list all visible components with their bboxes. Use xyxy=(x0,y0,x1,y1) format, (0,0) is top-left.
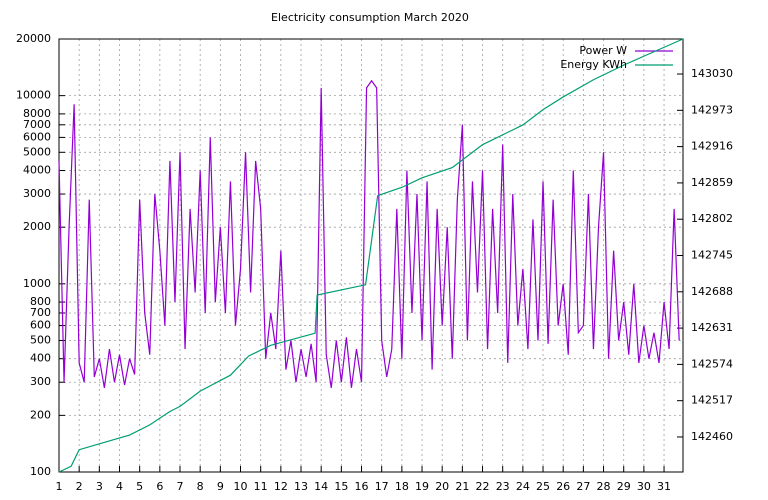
x-tick-label: 10 xyxy=(234,480,248,493)
x-tick-label: 30 xyxy=(637,480,651,493)
y-tick-label: 100 xyxy=(30,465,51,478)
y-tick-label: 700 xyxy=(30,306,51,319)
y-tick-label: 2000 xyxy=(23,220,51,233)
chart-title: Electricity consumption March 2020 xyxy=(271,11,469,24)
x-tick-label: 3 xyxy=(96,480,103,493)
legend-label: Power W xyxy=(579,44,627,57)
y2-tick-label: 142916 xyxy=(691,140,733,153)
x-tick-label: 8 xyxy=(197,480,204,493)
x-tick-label: 20 xyxy=(435,480,449,493)
x-tick-label: 17 xyxy=(375,480,389,493)
y2-tick-label: 142631 xyxy=(691,321,733,334)
y-tick-label: 400 xyxy=(30,352,51,365)
y-tick-label: 3000 xyxy=(23,187,51,200)
x-tick-label: 14 xyxy=(314,480,328,493)
y-tick-label: 600 xyxy=(30,319,51,332)
y-tick-label: 800 xyxy=(30,295,51,308)
x-tick-label: 4 xyxy=(116,480,123,493)
y-tick-label: 8000 xyxy=(23,107,51,120)
x-tick-label: 11 xyxy=(254,480,268,493)
x-tick-label: 2 xyxy=(76,480,83,493)
x-tick-label: 7 xyxy=(177,480,184,493)
x-tick-label: 23 xyxy=(496,480,510,493)
x-tick-label: 13 xyxy=(294,480,308,493)
x-tick-label: 22 xyxy=(476,480,490,493)
x-tick-label: 26 xyxy=(556,480,570,493)
plot-frame xyxy=(58,38,684,473)
x-tick-label: 15 xyxy=(334,480,348,493)
y-tick-label: 6000 xyxy=(23,130,51,143)
y2-tick-label: 142574 xyxy=(691,357,733,370)
y2-tick-label: 142688 xyxy=(691,285,733,298)
x-tick-label: 29 xyxy=(617,480,631,493)
y-tick-label: 7000 xyxy=(23,118,51,131)
y2-tick-label: 142859 xyxy=(691,176,733,189)
x-tick-label: 9 xyxy=(217,480,224,493)
x-tick-label: 27 xyxy=(576,480,590,493)
x-tick-label: 25 xyxy=(536,480,550,493)
series-line xyxy=(58,79,680,388)
y2-tick-label: 142745 xyxy=(691,249,733,262)
x-tick-label: 1 xyxy=(56,480,63,493)
y-tick-label: 500 xyxy=(30,333,51,346)
y2-tick-label: 142517 xyxy=(691,394,733,407)
x-tick-label: 21 xyxy=(455,480,469,493)
y2-tick-label: 143030 xyxy=(691,67,733,80)
y-tick-label: 4000 xyxy=(23,164,51,177)
legend-label: Energy KWh xyxy=(560,58,627,71)
y-tick-label: 20000 xyxy=(16,32,51,45)
y2-tick-label: 142973 xyxy=(691,103,733,116)
y-tick-label: 200 xyxy=(30,408,51,421)
x-tick-label: 16 xyxy=(355,480,369,493)
x-tick-label: 6 xyxy=(156,480,163,493)
x-tick-label: 18 xyxy=(395,480,409,493)
y2-tick-label: 142460 xyxy=(691,430,733,443)
y-tick-label: 10000 xyxy=(16,89,51,102)
x-tick-label: 12 xyxy=(274,480,288,493)
x-tick-label: 31 xyxy=(657,480,671,493)
x-tick-label: 19 xyxy=(415,480,429,493)
x-tick-label: 5 xyxy=(136,480,143,493)
series-line xyxy=(58,38,684,473)
y-tick-label: 5000 xyxy=(23,145,51,158)
y2-tick-label: 142802 xyxy=(691,212,733,225)
y-tick-label: 300 xyxy=(30,375,51,388)
x-tick-label: 28 xyxy=(597,480,611,493)
y-tick-label: 1000 xyxy=(23,277,51,290)
x-tick-label: 24 xyxy=(516,480,530,493)
